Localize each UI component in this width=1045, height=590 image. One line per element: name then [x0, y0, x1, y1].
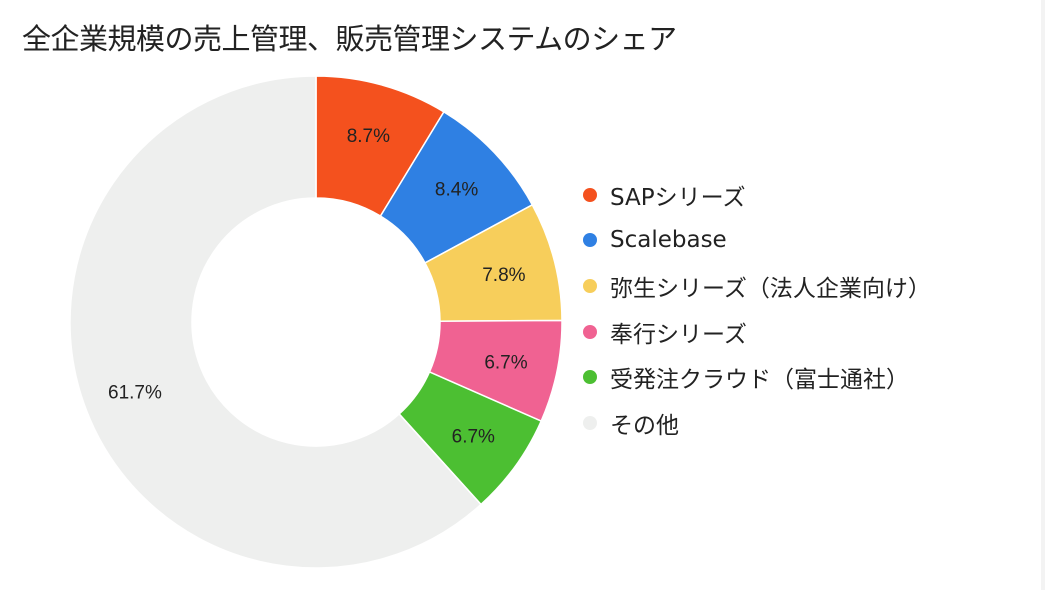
slice-value-label: 6.7%	[484, 352, 527, 373]
legend-item: Scalebase	[583, 218, 931, 264]
slice-value-label: 8.7%	[347, 126, 390, 147]
slice-value-label: 7.8%	[482, 265, 525, 286]
legend: SAPシリーズ Scalebase 弥生シリーズ（法人企業向け） 奉行シリーズ受発注ク…	[583, 172, 931, 446]
legend-swatch	[583, 415, 597, 430]
chart-title: 全企業規模の売上管理、販売管理システムのシェア	[22, 22, 677, 56]
page-edge	[1041, 0, 1045, 590]
slice-value-label: 61.7%	[108, 383, 162, 404]
legend-item: 弥生シリーズ（法人企業向け）	[583, 263, 931, 309]
legend-item: 奉行シリーズ	[583, 309, 931, 355]
legend-swatch	[583, 187, 597, 202]
legend-swatch	[583, 324, 597, 339]
legend-label: 弥生シリーズ（法人企業向け）	[610, 275, 931, 302]
legend-item: SAPシリーズ	[583, 172, 931, 218]
legend-swatch	[583, 370, 597, 385]
slice-value-label: 8.4%	[435, 179, 478, 200]
legend-label: 奉行シリーズ	[610, 321, 747, 348]
legend-item: その他	[583, 400, 931, 446]
donut-slice	[69, 75, 483, 569]
legend-swatch	[583, 233, 597, 248]
legend-label: その他	[610, 412, 679, 439]
legend-label: 受発注クラウド（富士通社）	[610, 367, 909, 394]
legend-swatch	[583, 278, 597, 293]
legend-label: SAPシリーズ	[610, 184, 746, 211]
legend-item: 受発注クラウド（富士通社）	[583, 354, 931, 400]
slice-value-label: 6.7%	[452, 427, 495, 448]
legend-label: Scalebase	[610, 227, 727, 254]
